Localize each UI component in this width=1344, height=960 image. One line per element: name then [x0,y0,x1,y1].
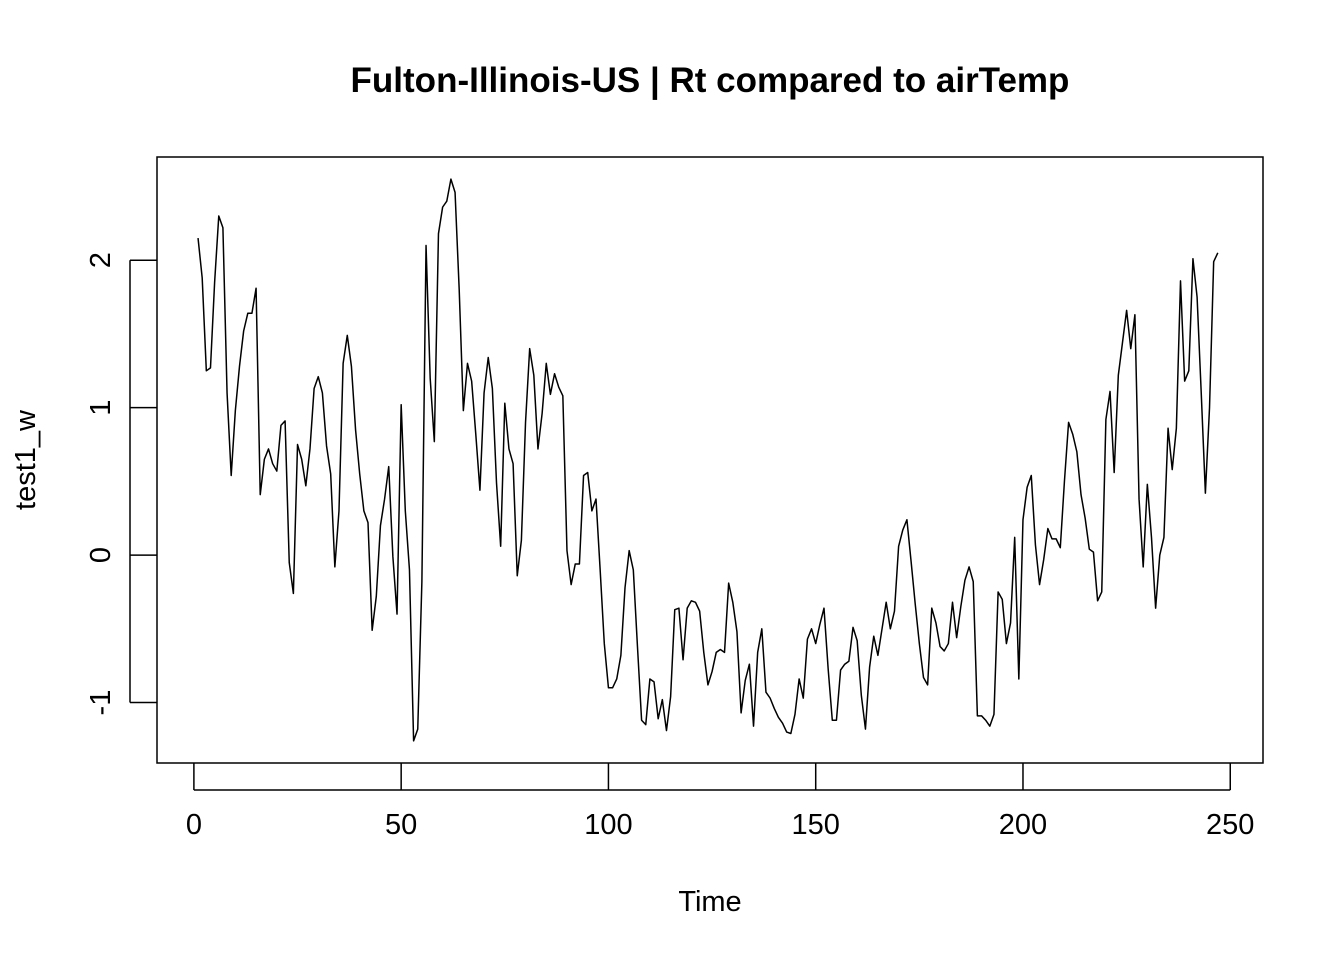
x-tick-label: 50 [385,809,417,841]
x-tick-label: 250 [1206,809,1254,841]
y-axis-label: test1_w [10,409,42,510]
x-tick-label: 0 [186,809,202,841]
y-axis: -1 0 1 2 [85,252,157,715]
x-axis-label: Time [678,886,741,918]
y-tick-label: 0 [85,547,117,563]
x-axis: 0 50 100 150 200 250 [186,763,1254,841]
x-tick-label: 200 [999,809,1047,841]
chart-title: Fulton-Illinois-US | Rt compared to airT… [351,61,1070,100]
y-tick-label: 2 [85,252,117,268]
x-tick-label: 100 [584,809,632,841]
plot-frame [156,156,1264,764]
series-line [197,178,1219,742]
x-tick-label: 150 [792,809,840,841]
y-tick-label: -1 [85,690,117,716]
y-tick-label: 1 [85,400,117,416]
